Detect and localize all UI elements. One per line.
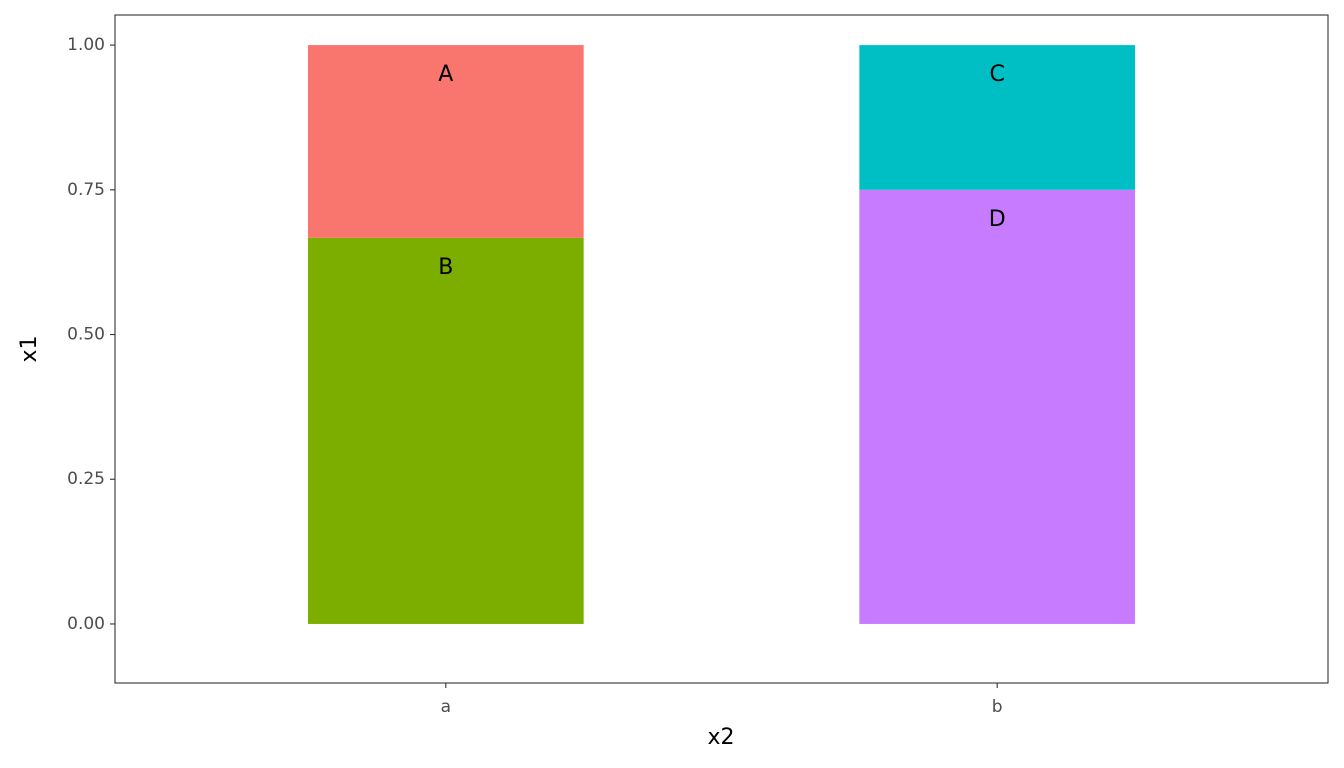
bar-segment xyxy=(307,237,584,624)
segment-label: A xyxy=(438,62,453,87)
y-axis-title: x1 xyxy=(17,335,42,362)
y-tick-label: 1.00 xyxy=(67,35,105,55)
x-axis-title: x2 xyxy=(707,725,734,750)
panel-border xyxy=(114,14,1329,684)
y-tick-label: 0.50 xyxy=(67,325,105,345)
y-tick-label: 0.75 xyxy=(67,180,105,200)
bar-segment xyxy=(859,45,1136,190)
bar-segment xyxy=(307,45,584,238)
segment-label: C xyxy=(989,62,1004,87)
x-tick-label: a xyxy=(441,697,451,717)
segment-label: D xyxy=(989,207,1006,232)
x-tick-label: b xyxy=(992,697,1003,717)
y-tick-label: 0.00 xyxy=(67,614,105,634)
y-tick-label: 0.25 xyxy=(67,469,105,489)
segment-label: B xyxy=(438,255,453,280)
bar-segment xyxy=(859,189,1136,624)
